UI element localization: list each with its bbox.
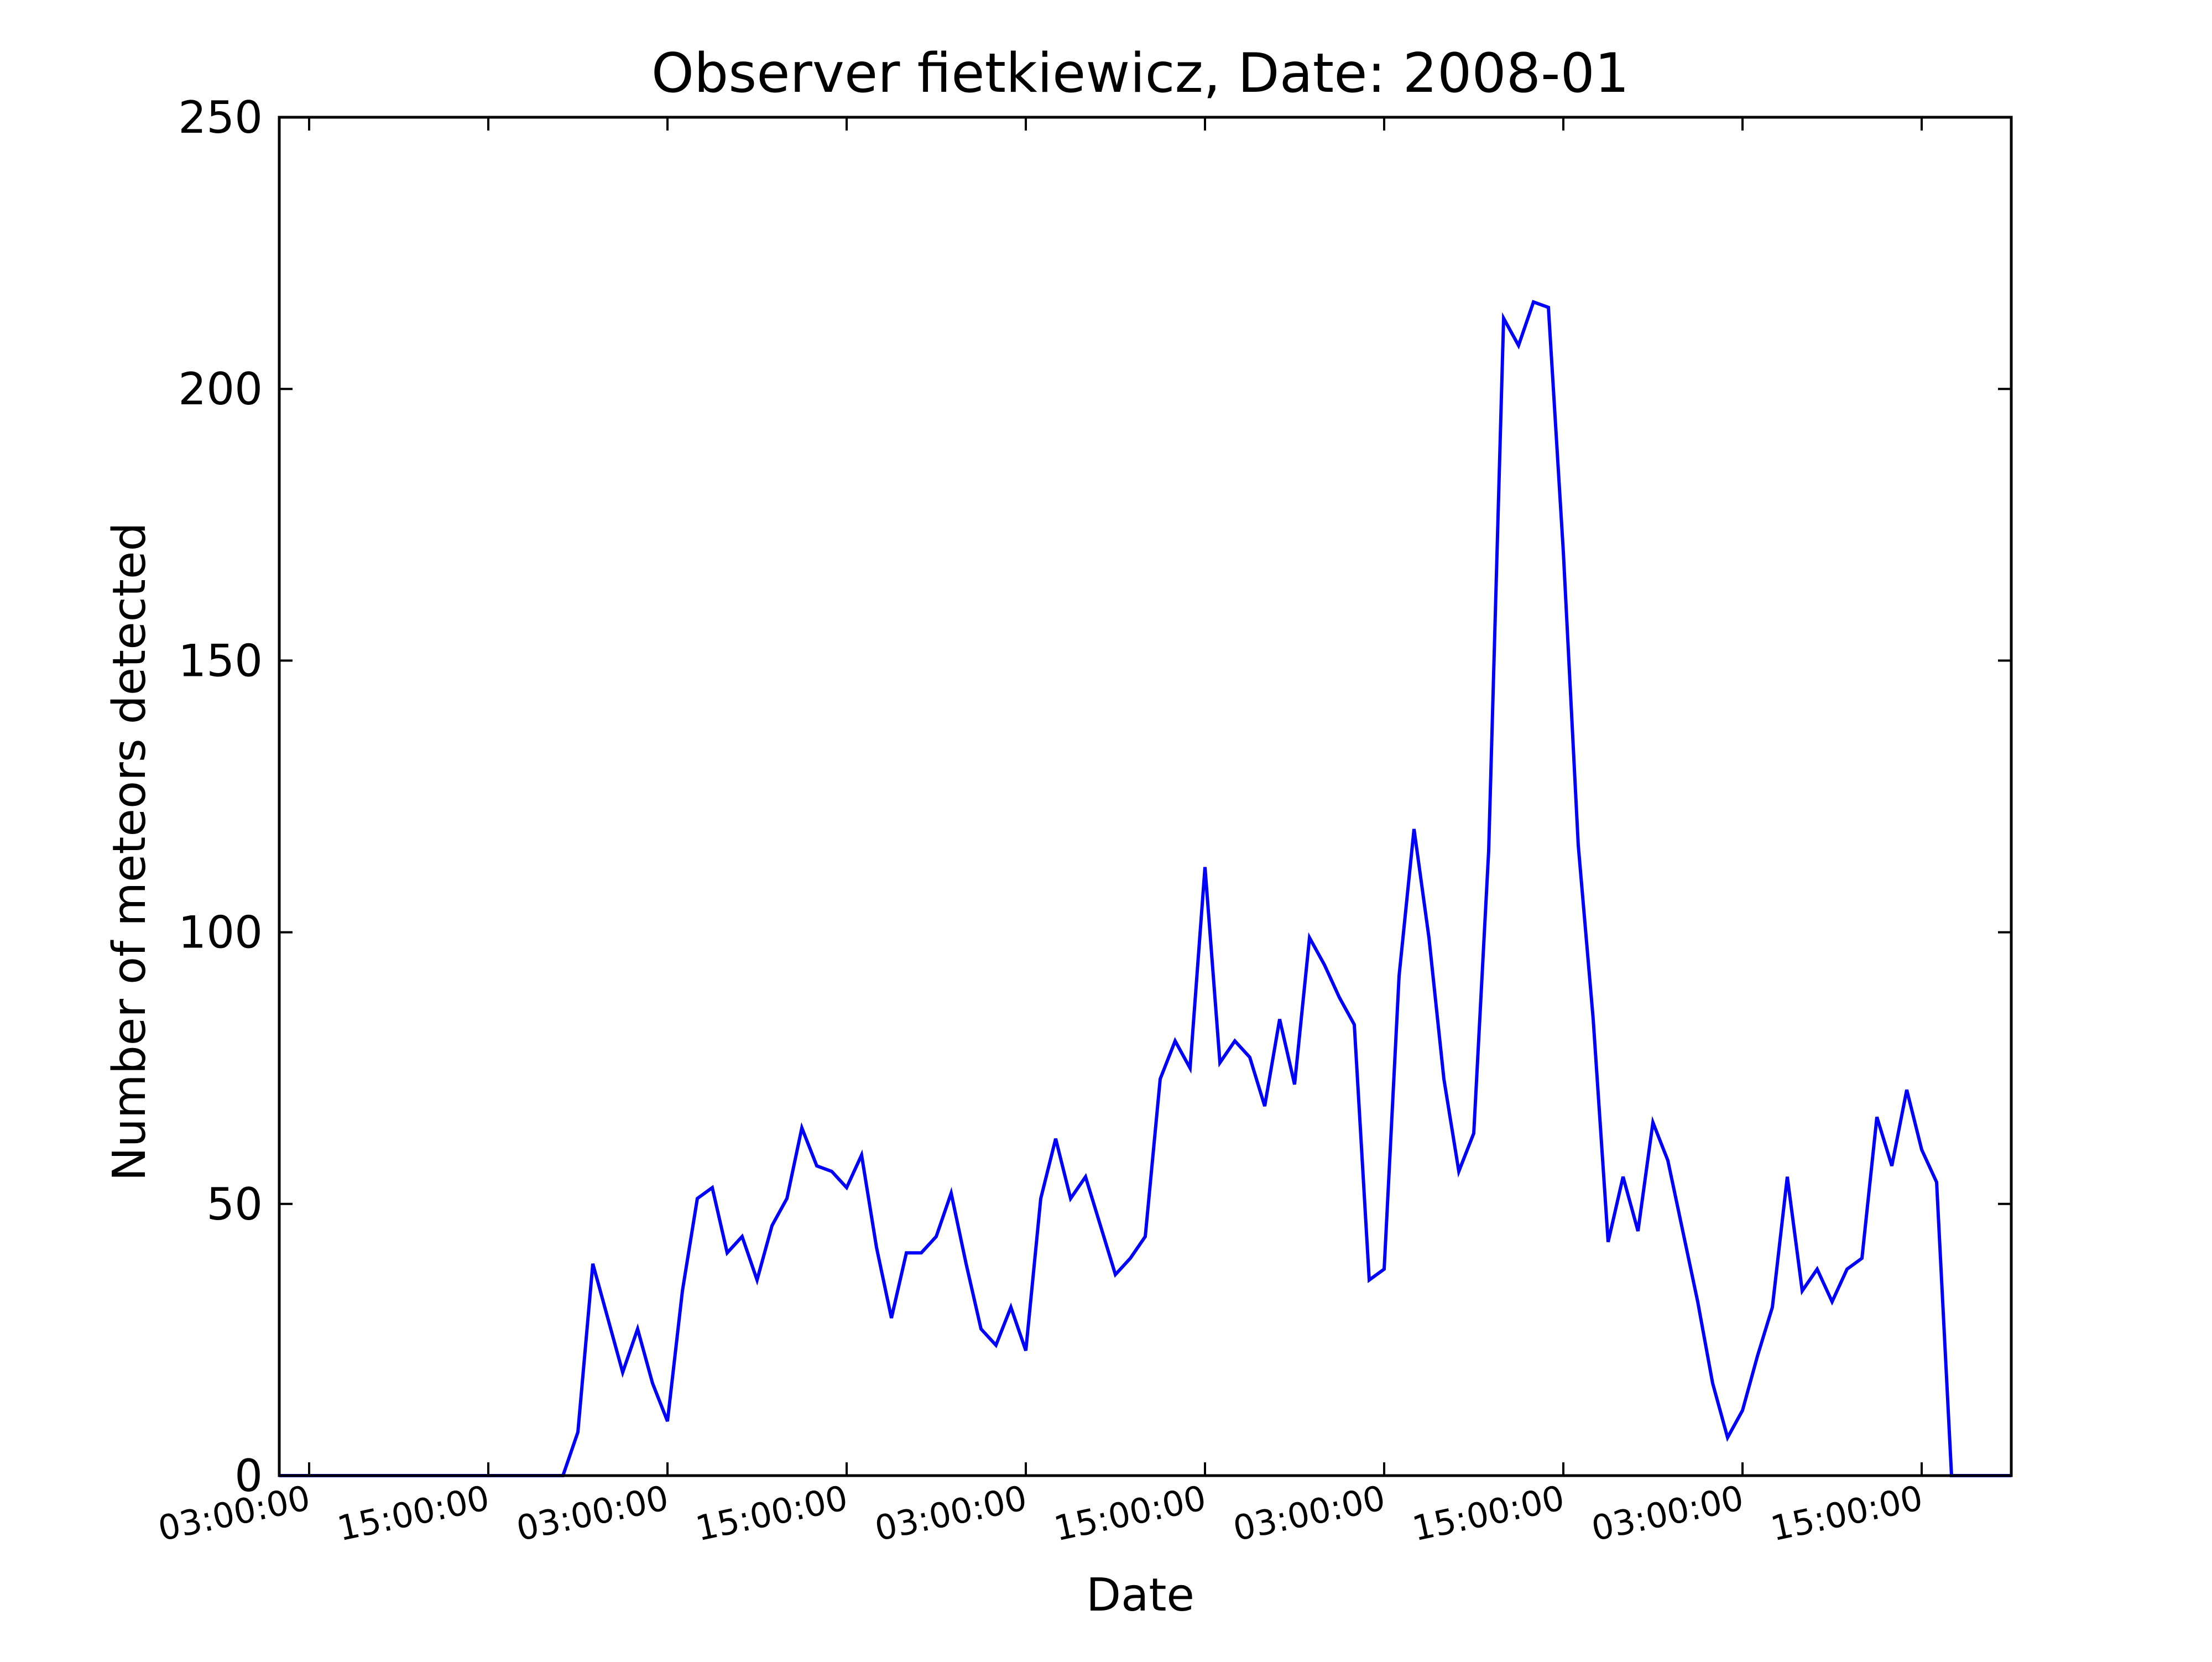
x-tick-label: 03:00:00 [872,1477,1031,1549]
x-tick-label: 03:00:00 [513,1477,672,1549]
x-tick-label: 15:00:00 [1051,1477,1210,1549]
x-tick-label: 03:00:00 [1230,1477,1389,1549]
plot-frame [278,116,2013,1477]
x-tick-label: 15:00:00 [692,1477,852,1549]
y-tick-label: 150 [178,635,263,686]
chart-title: Observer fietkiewicz, Date: 2008-01 [651,42,1629,105]
x-tick-label: 03:00:00 [1588,1477,1747,1549]
y-tick-label: 0 [234,1450,263,1502]
y-tick-label: 250 [178,92,263,143]
x-axis-label: Date [1086,1569,1194,1622]
y-axis-label: Number of meteors detected [103,522,156,1181]
y-tick-label: 200 [178,363,263,415]
x-tick-label: 15:00:00 [1409,1477,1568,1549]
y-tick-label: 50 [206,1179,263,1230]
data-line-0 [279,300,2011,1477]
y-tick-label: 100 [178,907,263,958]
x-tick-label: 15:00:00 [1767,1477,1927,1549]
x-tick-label: 15:00:00 [334,1477,493,1549]
